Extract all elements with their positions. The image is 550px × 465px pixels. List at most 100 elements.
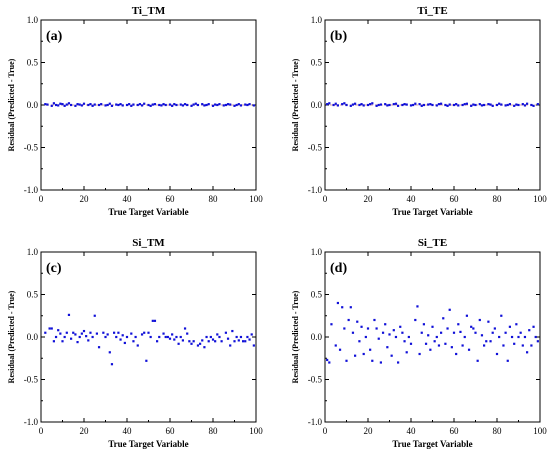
data-point	[222, 104, 225, 107]
data-point	[506, 359, 509, 362]
data-point	[117, 331, 120, 334]
data-point	[149, 335, 152, 339]
data-point	[388, 103, 391, 107]
data-point	[93, 314, 96, 317]
data-point	[59, 102, 62, 105]
x-tick-label: 100	[249, 194, 263, 204]
data-point	[229, 103, 232, 106]
data-point	[375, 327, 378, 330]
data-point	[177, 342, 180, 345]
plot-frame	[40, 251, 257, 423]
data-point	[162, 103, 165, 106]
data-point	[420, 331, 423, 334]
data-point	[95, 332, 98, 335]
data-point	[384, 103, 387, 106]
data-point	[392, 103, 395, 106]
data-point	[106, 103, 109, 107]
data-point	[125, 103, 129, 107]
data-point	[229, 344, 232, 347]
data-point	[463, 335, 466, 339]
data-point	[495, 103, 499, 107]
y-tick-label: 1.0	[311, 247, 323, 257]
data-point	[526, 351, 529, 354]
data-point	[536, 103, 539, 106]
data-point	[452, 331, 456, 334]
y-axis-label: Residual (Predicted - True)	[7, 290, 16, 383]
data-point	[203, 346, 206, 349]
data-point	[91, 104, 94, 107]
data-point	[224, 103, 227, 107]
panel-2: 0 20 40 60 80 100 -1.0 -0.5 0.0 0.5 1.0 Ti_TE (b) Tru…	[291, 5, 547, 217]
data-point	[405, 103, 408, 106]
x-tick-label: 20	[80, 194, 90, 204]
data-point	[487, 103, 490, 106]
data-point	[181, 339, 184, 342]
data-point	[149, 104, 152, 107]
y-tick-label: 1.0	[311, 15, 323, 25]
data-point	[52, 102, 55, 105]
data-point	[65, 331, 68, 334]
data-point	[173, 338, 176, 341]
data-point	[194, 102, 197, 105]
panel-tag: (b)	[330, 29, 347, 44]
data-point	[160, 104, 163, 107]
panel-tag: (d)	[330, 261, 347, 276]
data-point	[498, 102, 501, 105]
data-point	[332, 103, 335, 107]
data-point	[117, 103, 120, 107]
data-point	[106, 333, 109, 336]
data-point	[394, 335, 398, 339]
data-point	[143, 102, 146, 105]
data-point	[50, 327, 53, 330]
data-point	[358, 340, 361, 343]
data-point	[341, 103, 344, 106]
data-point	[532, 325, 535, 328]
data-point	[446, 104, 449, 107]
data-point	[377, 103, 380, 107]
data-point	[371, 359, 374, 362]
data-point	[252, 344, 255, 347]
data-point	[143, 331, 146, 334]
data-point	[362, 352, 365, 356]
data-point	[110, 363, 114, 366]
data-point	[397, 361, 400, 364]
data-point	[246, 103, 249, 107]
data-point	[123, 341, 126, 345]
data-point	[356, 320, 359, 323]
data-point	[392, 329, 395, 332]
y-tick-label: -1.0	[308, 185, 323, 195]
y-tick-label: 0.5	[27, 58, 39, 68]
data-point	[521, 344, 524, 347]
data-point	[214, 340, 217, 343]
data-point	[500, 103, 503, 106]
data-point	[147, 103, 150, 107]
data-point	[216, 333, 219, 336]
data-point	[483, 344, 486, 347]
data-point	[87, 103, 90, 107]
data-point	[489, 340, 492, 343]
data-point	[130, 332, 133, 335]
data-point	[448, 103, 451, 106]
data-point	[478, 103, 481, 106]
data-point	[513, 104, 516, 107]
y-tick-label: 1.0	[27, 247, 39, 257]
x-tick-label: 40	[407, 426, 417, 436]
data-point	[186, 103, 189, 107]
data-point	[534, 335, 537, 339]
data-point	[168, 103, 172, 106]
data-point	[379, 361, 382, 364]
data-point	[437, 344, 441, 347]
data-point	[422, 323, 425, 326]
data-point	[500, 314, 503, 317]
data-point	[199, 342, 202, 345]
panel-title: Ti_TM	[132, 5, 166, 17]
data-point	[164, 335, 167, 339]
data-point	[72, 331, 75, 334]
data-point	[214, 103, 217, 106]
data-point	[196, 344, 200, 347]
data-point	[235, 335, 238, 339]
data-point	[233, 104, 236, 107]
data-point	[61, 103, 64, 106]
